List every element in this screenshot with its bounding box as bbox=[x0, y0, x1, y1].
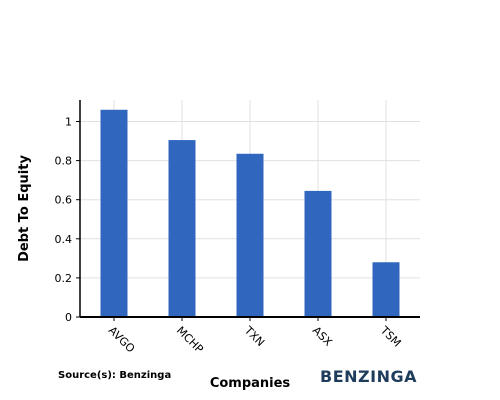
source-note: Source(s): Benzinga bbox=[58, 370, 172, 381]
brand-logo: BENZINGA bbox=[320, 367, 417, 386]
y-tick-label: 0 bbox=[65, 311, 72, 324]
bar-avgo bbox=[100, 109, 128, 317]
x-tick-label: MCHP bbox=[174, 324, 206, 356]
x-tick-label: AVGO bbox=[106, 324, 138, 356]
x-tick-label: TXN bbox=[241, 323, 267, 349]
y-tick-label: 0.4 bbox=[55, 233, 73, 246]
y-tick-label: 0.2 bbox=[55, 272, 73, 285]
y-tick-label: 1 bbox=[65, 116, 72, 129]
y-tick-label: 0.8 bbox=[55, 155, 73, 168]
x-tick-label: ASX bbox=[310, 324, 335, 349]
bar-asx bbox=[304, 190, 332, 317]
bar-mchp bbox=[168, 140, 196, 317]
bar-tsm bbox=[372, 262, 400, 317]
x-axis-title: Companies bbox=[209, 376, 291, 391]
x-tick-label: TSM bbox=[377, 323, 403, 349]
y-tick-label: 0.6 bbox=[55, 194, 73, 207]
y-axis-title: Debt To Equity bbox=[17, 155, 32, 262]
bar-txn bbox=[236, 153, 264, 317]
